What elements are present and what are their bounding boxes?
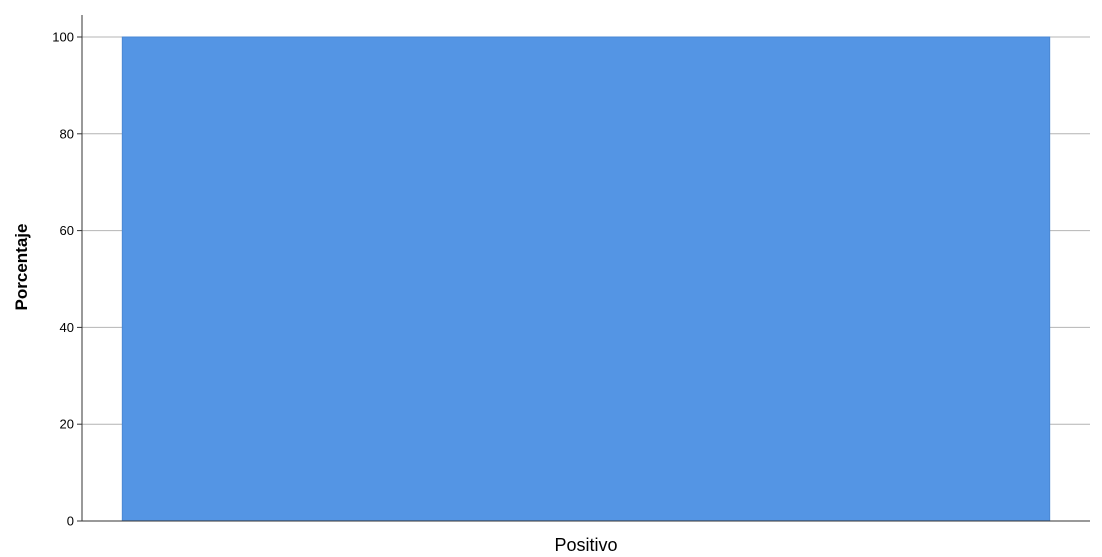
x-category-labels: Positivo: [554, 535, 617, 555]
y-tick-label-100: 100: [52, 30, 74, 45]
bar-positivo: [121, 36, 1051, 522]
x-category-label-positivo: Positivo: [554, 535, 617, 555]
y-tick-label-60: 60: [60, 223, 74, 238]
bars: [121, 36, 1051, 522]
y-tick-label-40: 40: [60, 320, 74, 335]
y-tick-labels: 0 20 40 60 80 100: [52, 30, 74, 529]
y-tick-label-20: 20: [60, 417, 74, 432]
y-tick-label-80: 80: [60, 126, 74, 141]
y-tick-label-0: 0: [67, 514, 74, 529]
y-axis-title: Porcentaje: [12, 224, 31, 311]
axes: [77, 15, 1090, 522]
